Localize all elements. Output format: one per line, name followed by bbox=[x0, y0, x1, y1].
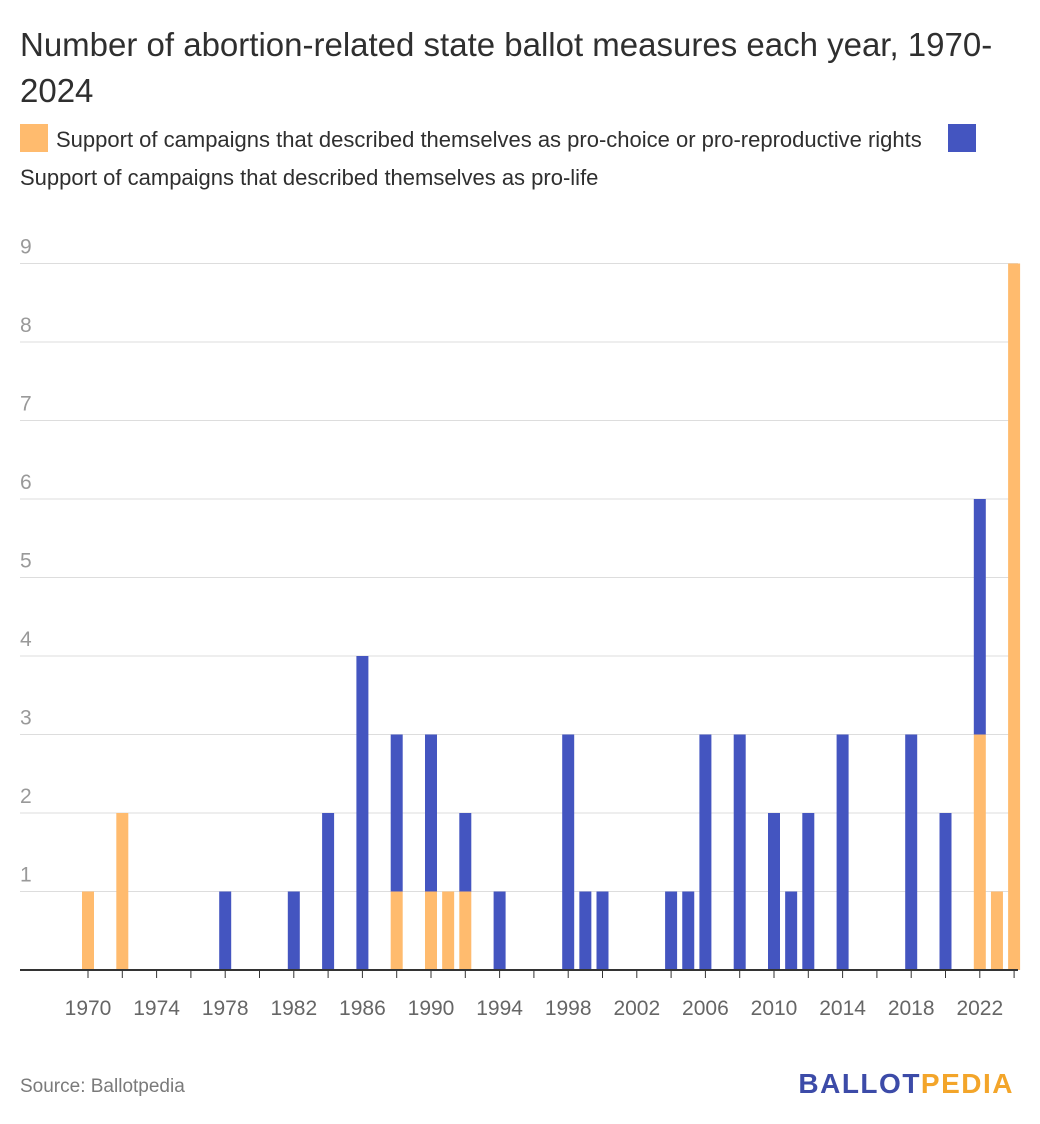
bar-pro-life-2006 bbox=[699, 734, 712, 970]
x-tick-label: 1978 bbox=[202, 997, 249, 1020]
x-tick-label: 1986 bbox=[339, 997, 386, 1020]
bar-pro-life-2008 bbox=[733, 734, 746, 970]
y-tick-label: 7 bbox=[20, 393, 32, 416]
logo-part-ballot: BALLOT bbox=[798, 1068, 921, 1099]
y-tick-label: 6 bbox=[20, 471, 32, 494]
bar-pro-life-1998 bbox=[562, 734, 575, 970]
y-tick-label: 5 bbox=[20, 550, 32, 573]
bar-pro-choice-2022 bbox=[973, 734, 986, 970]
legend-swatch-pro-life bbox=[947, 124, 976, 152]
x-tick-label: 1970 bbox=[65, 997, 112, 1020]
x-tick-label: 2006 bbox=[682, 997, 729, 1020]
logo-part-pedia: PEDIA bbox=[920, 1068, 1014, 1099]
bar-pro-life-2010 bbox=[768, 813, 780, 970]
bar-pro-choice-1992 bbox=[459, 891, 472, 970]
x-tick-label: 2022 bbox=[956, 997, 1003, 1020]
bar-pro-life-1992 bbox=[459, 813, 472, 892]
x-tick-label: 1974 bbox=[133, 997, 180, 1020]
bar-pro-life-1986 bbox=[356, 656, 369, 970]
bar-pro-life-1990 bbox=[425, 734, 437, 892]
bar-pro-choice-1988 bbox=[390, 891, 403, 970]
legend-label-pro-life: Support of campaigns that described them… bbox=[20, 165, 599, 190]
x-tick-label: 1990 bbox=[408, 997, 455, 1020]
bar-pro-life-2018 bbox=[905, 734, 918, 970]
x-tick-label: 1982 bbox=[270, 997, 317, 1020]
bar-pro-life-2012 bbox=[802, 813, 815, 970]
y-tick-label: 4 bbox=[20, 628, 32, 651]
x-tick-label: 2014 bbox=[819, 997, 866, 1020]
bar-pro-life-2022 bbox=[973, 499, 986, 735]
bar-pro-choice-1972 bbox=[116, 813, 129, 970]
bar-pro-choice-2023 bbox=[990, 891, 1003, 970]
bar-pro-life-2011 bbox=[785, 891, 798, 970]
x-tick-label: 2010 bbox=[751, 997, 798, 1020]
y-tick-label: 9 bbox=[20, 236, 32, 259]
x-tick-label: 1998 bbox=[545, 997, 592, 1020]
bar-pro-life-1978 bbox=[219, 891, 232, 970]
chart-title: Number of abortion-related state ballot … bbox=[20, 26, 993, 109]
bar-pro-life-1999 bbox=[579, 891, 592, 970]
legend-item-pro-life: Support of campaigns that described them… bbox=[20, 124, 984, 190]
bar-pro-life-1982 bbox=[287, 891, 300, 970]
bar-chart: 1 2 3 4 5 6 7 8 9 1970 1974 1978 1982 1986 1990 1994 199… bbox=[20, 236, 1021, 1020]
bar-pro-choice-1990 bbox=[425, 891, 437, 970]
y-tick-label: 8 bbox=[20, 314, 32, 337]
y-tick-label: 3 bbox=[20, 707, 32, 730]
legend-swatch-pro-choice bbox=[20, 124, 48, 152]
bar-pro-life-1994 bbox=[493, 891, 506, 970]
bar-pro-life-1984 bbox=[322, 813, 335, 970]
legend-label-pro-choice: Support of campaigns that described them… bbox=[56, 127, 922, 152]
bar-pro-life-2005 bbox=[682, 891, 695, 970]
bar-pro-life-2000 bbox=[596, 891, 609, 970]
legend: Support of campaigns that described them… bbox=[20, 121, 1020, 197]
x-tick-label: 1994 bbox=[476, 997, 523, 1020]
bar-pro-choice-1991 bbox=[442, 891, 455, 970]
bar-pro-life-2020 bbox=[939, 813, 952, 970]
ballotpedia-logo: BALLOTPEDIA bbox=[798, 1068, 1014, 1100]
y-tick-label: 2 bbox=[20, 785, 32, 808]
bar-pro-choice-1970 bbox=[82, 891, 94, 970]
x-tick-label: 2002 bbox=[613, 997, 660, 1020]
x-tick-label: 2018 bbox=[888, 997, 935, 1020]
bar-pro-choice-2024 bbox=[1008, 263, 1021, 970]
y-tick-label: 1 bbox=[20, 864, 32, 887]
source-note: Source: Ballotpedia bbox=[20, 1076, 185, 1097]
bar-pro-life-1988 bbox=[390, 734, 403, 892]
legend-item-pro-choice: Support of campaigns that described them… bbox=[20, 124, 922, 152]
bar-pro-life-2014 bbox=[836, 734, 849, 970]
bar-pro-life-2004 bbox=[665, 891, 678, 970]
